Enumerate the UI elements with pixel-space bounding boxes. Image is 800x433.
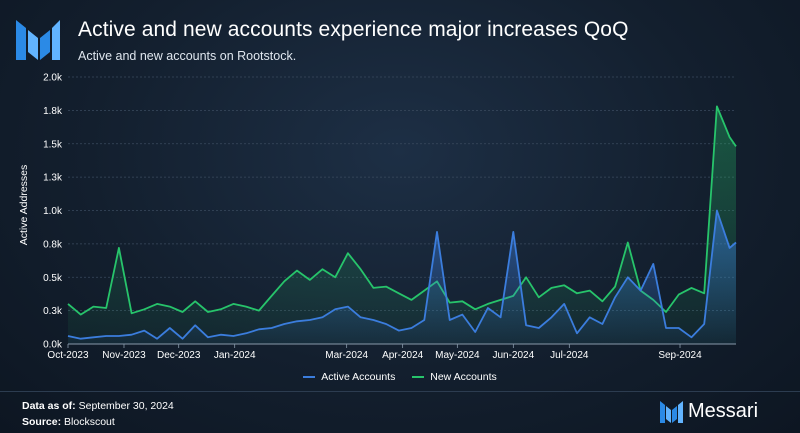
x-tick-label: Jan-2024 [214,350,256,361]
data-as-of-value: September 30, 2024 [78,400,174,412]
series-area-active [68,210,736,344]
x-tick-label: May-2024 [435,350,480,361]
source: Source: Blockscout [22,416,115,428]
series-line-new [67,105,737,316]
source-label: Source: [22,416,62,428]
y-tick-label: 0.5k [43,273,63,284]
x-tick-label: Mar-2024 [325,350,368,361]
legend-label-new: New Accounts [430,371,497,383]
chart-subtitle: Active and new accounts on Rootstock. [78,49,297,63]
x-tick-label: Nov-2023 [102,350,146,361]
y-tick-label: 0.8k [43,239,63,250]
x-tick-label: Apr-2024 [382,350,424,361]
data-as-of-label: Data as of: [22,400,76,412]
x-tick-label: Jul-2024 [550,350,589,361]
y-tick-label: 1.3k [43,173,63,184]
legend-label-active: Active Accounts [321,371,396,383]
legend-swatch-new [412,376,425,379]
y-tick-label: 1.0k [43,206,63,217]
x-tick-label: Oct-2023 [47,350,89,361]
legend-swatch-active [303,376,316,379]
x-tick-label: Jun-2024 [492,350,534,361]
series-line-active [67,209,737,340]
messari-brand-icon [660,401,683,423]
y-tick-label: 1.5k [43,139,63,150]
legend-item-new[interactable]: New Accounts [412,371,497,383]
x-tick-label: Dec-2023 [157,350,201,361]
y-tick-label: 0.3k [43,306,63,317]
legend: Active Accounts New Accounts [0,371,800,383]
y-tick-label: 1.8k [43,106,63,117]
footer-divider [0,391,800,392]
y-tick-label: 2.0k [43,73,63,84]
x-tick-label: Sep-2024 [658,350,702,361]
chart-title: Active and new accounts experience major… [78,18,629,41]
brand-name: Messari [688,400,759,422]
source-value: Blockscout [64,416,115,428]
messari-logo-icon [16,20,60,60]
legend-item-active[interactable]: Active Accounts [303,371,395,383]
series-area-new [68,106,736,345]
y-tick-label: 0.0k [43,340,63,351]
data-as-of: Data as of: September 30, 2024 [22,400,174,412]
